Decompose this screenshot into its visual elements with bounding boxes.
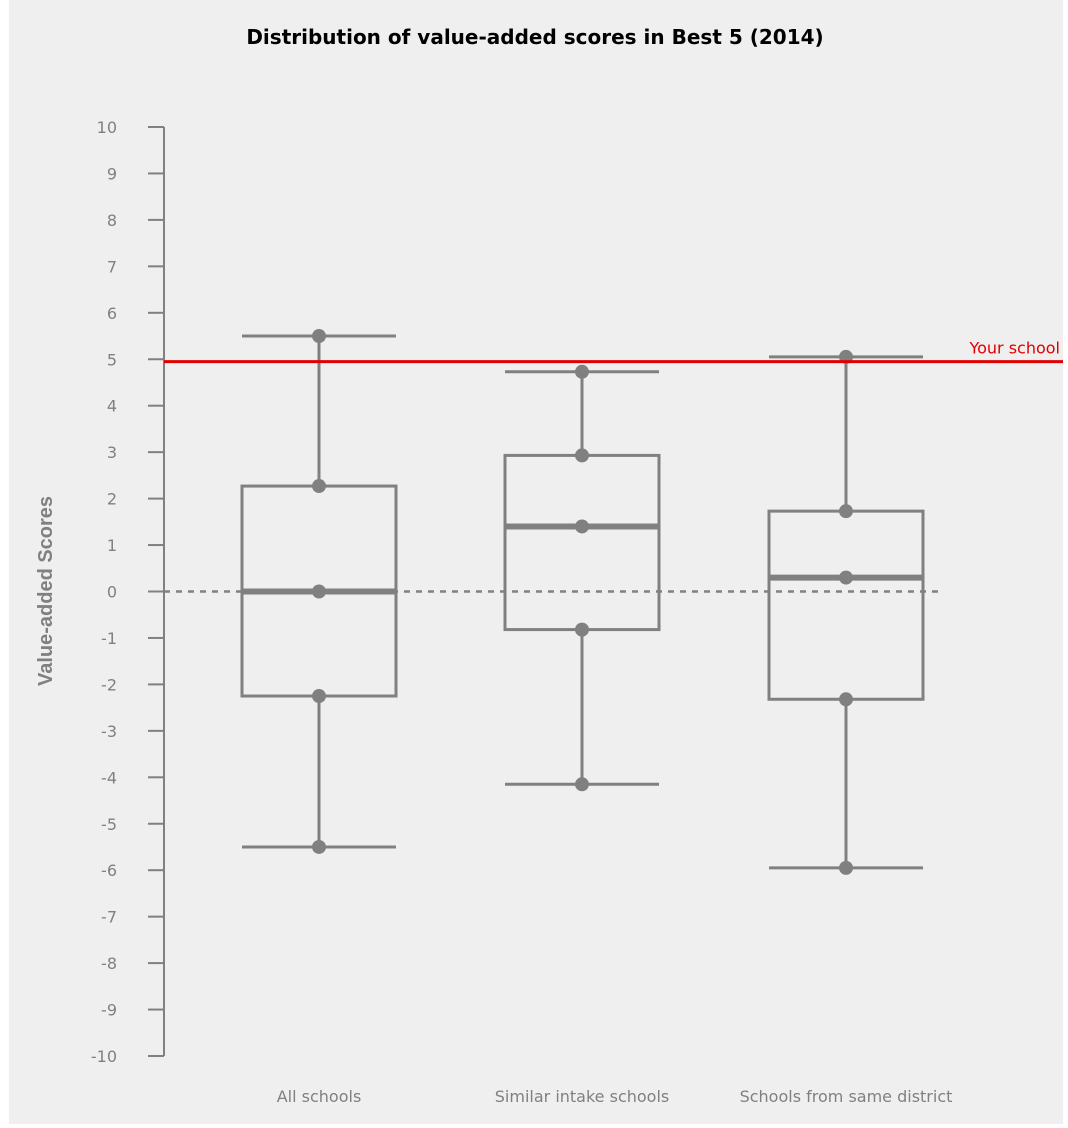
median-point (575, 519, 589, 534)
q1-point (575, 622, 589, 637)
y-tick-label: 2 (107, 490, 117, 509)
q1-point (839, 692, 853, 707)
median-point (312, 584, 326, 599)
y-tick-label: 3 (107, 443, 117, 462)
y-tick-label: -2 (101, 675, 117, 694)
y-tick-label: -8 (101, 954, 117, 973)
median-point (839, 570, 853, 585)
y-axis-label: Value-added Scores (35, 496, 57, 686)
y-tick-label: 9 (107, 164, 117, 183)
category-labels: All schools Similar intake schools Schools… (277, 1087, 953, 1106)
box-group (767, 349, 925, 875)
q3-point (575, 448, 589, 463)
iqr-box (767, 509, 925, 701)
box-group (503, 364, 661, 792)
q3-point (312, 479, 326, 494)
category-label: Schools from same district (740, 1087, 953, 1106)
y-tick-label: 8 (107, 211, 117, 230)
box-group (240, 329, 398, 854)
y-tick-label: 4 (107, 397, 117, 416)
y-tick-label: -6 (101, 861, 117, 880)
y-tick-label: 5 (107, 350, 117, 369)
y-tick-label: 7 (107, 257, 117, 276)
min-point (312, 839, 326, 854)
y-tick-label: -3 (101, 722, 117, 741)
q1-point (312, 689, 326, 704)
q3-point (839, 504, 853, 519)
y-tick-label: -7 (101, 908, 117, 927)
chart-title: Distribution of value-added scores in Be… (246, 25, 823, 49)
y-tick-label: 10 (97, 118, 117, 137)
y-tick-label: -1 (101, 629, 117, 648)
box-layer (240, 329, 925, 875)
y-tick-label: 1 (107, 536, 117, 555)
y-tick-label: -5 (101, 815, 117, 834)
max-point (575, 364, 589, 379)
y-tick-label: 0 (107, 583, 117, 602)
min-point (575, 777, 589, 792)
category-label: All schools (277, 1087, 362, 1106)
category-label: Similar intake schools (495, 1087, 669, 1106)
max-point (312, 329, 326, 344)
y-tick-label: -4 (101, 768, 117, 787)
reference-line-layer: Your school (164, 339, 1063, 364)
chart-background (9, 0, 1063, 1124)
y-tick-label: 6 (107, 304, 117, 323)
min-point (839, 860, 853, 875)
y-tick-label: -9 (101, 1001, 117, 1020)
y-tick-label: -10 (91, 1047, 117, 1066)
iqr-box (503, 453, 661, 632)
your-school-label: Your school (968, 339, 1060, 358)
